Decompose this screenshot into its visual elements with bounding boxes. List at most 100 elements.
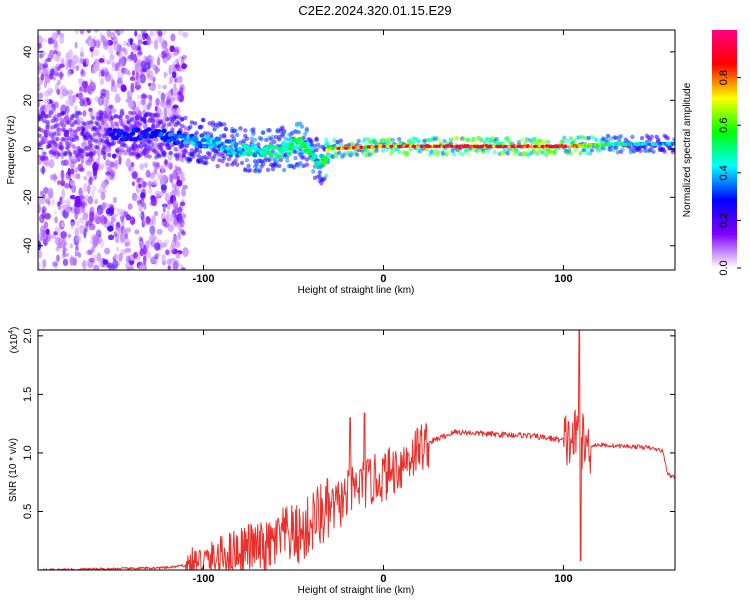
heatmap-cell	[270, 134, 276, 139]
heatmap-cell	[196, 140, 203, 146]
heatmap-cell	[172, 194, 176, 203]
heatmap-cell	[94, 211, 100, 219]
heatmap-cell	[100, 120, 105, 126]
heatmap-cell	[193, 138, 199, 143]
heatmap-cell	[167, 224, 175, 232]
heatmap-cell	[128, 110, 133, 116]
heatmap-cell	[452, 152, 457, 157]
heatmap-cell	[584, 150, 590, 156]
heatmap-cell	[144, 248, 149, 253]
heatmap-cell	[515, 152, 520, 157]
heatmap-cell	[154, 190, 162, 198]
heatmap-cell	[177, 75, 183, 83]
heatmap-cell	[276, 154, 282, 159]
heatmap-cell	[53, 175, 58, 181]
heatmap-cell	[280, 125, 285, 130]
heatmap-cell	[69, 160, 76, 169]
heatmap-cell	[118, 115, 123, 120]
heatmap-cell	[38, 249, 43, 259]
heatmap-cell	[594, 138, 599, 143]
heatmap-cell	[64, 204, 72, 213]
heatmap-cell	[643, 144, 648, 150]
heatmap-cell	[75, 65, 79, 72]
heatmap-cell	[95, 145, 101, 150]
heatmap-cell	[267, 128, 272, 133]
heatmap-cell	[618, 133, 624, 139]
heatmap-cell	[356, 138, 361, 144]
heatmap-cell	[177, 206, 183, 216]
snr-x-tick-label: 100	[554, 573, 572, 585]
heatmap-cell	[135, 251, 141, 261]
heatmap-cell	[41, 165, 45, 175]
heatmap-cell	[215, 149, 220, 154]
heatmap-cell	[225, 162, 230, 167]
heatmap-cell	[145, 169, 151, 178]
heatmap-cell	[53, 114, 59, 119]
heatmap-cell	[127, 102, 133, 108]
heatmap-cell	[130, 131, 136, 136]
heatmap-cell	[60, 221, 65, 228]
heatmap-cell	[381, 144, 386, 148]
heatmap-cell	[131, 144, 136, 149]
heatmap-cell	[53, 210, 58, 215]
heatmap-cell	[196, 153, 201, 158]
snr-multiplier: (x104)	[8, 327, 20, 354]
heatmap-cell	[434, 136, 439, 141]
heatmap-cell	[304, 162, 310, 167]
spectrogram-x-ticks: -100 0 100	[193, 30, 573, 285]
heatmap-cell	[157, 83, 162, 90]
heatmap-cell	[176, 152, 182, 158]
heatmap-cell	[264, 137, 269, 143]
heatmap-cell	[109, 131, 116, 137]
heatmap-cell	[111, 61, 116, 68]
heatmap-cell	[45, 119, 50, 125]
heatmap-cell	[86, 120, 91, 125]
heatmap-cell	[541, 150, 546, 155]
heatmap-cell	[182, 32, 189, 38]
heatmap-cell	[481, 149, 486, 155]
heatmap-cell	[157, 154, 162, 159]
heatmap-cell	[134, 84, 142, 90]
heatmap-cell	[56, 30, 61, 36]
heatmap-cell	[396, 149, 402, 155]
heatmap-cell	[131, 70, 136, 77]
heatmap-cell	[134, 194, 141, 203]
heatmap-cell	[338, 142, 344, 147]
heatmap-cell	[47, 37, 53, 45]
heatmap-cell	[59, 35, 65, 45]
heatmap-cell	[82, 58, 87, 68]
heatmap-cell	[61, 188, 66, 199]
heatmap-cell	[162, 218, 167, 223]
heatmap-cell	[266, 150, 272, 155]
heatmap-cell	[565, 138, 570, 144]
heatmap-cell	[118, 225, 124, 237]
snr-y-tick-label: 0.5	[22, 504, 34, 519]
heatmap-cell	[61, 250, 66, 260]
heatmap-cell	[338, 138, 344, 143]
heatmap-cell	[101, 98, 108, 107]
heatmap-cell	[67, 92, 72, 101]
heatmap-cell	[72, 54, 79, 65]
heatmap-cell	[137, 33, 143, 44]
heatmap-cell	[120, 212, 125, 217]
heatmap-cell	[552, 150, 557, 155]
heatmap-cell	[487, 144, 492, 148]
heatmap-cell	[71, 144, 76, 149]
heatmap-cell	[124, 227, 132, 233]
heatmap-cell	[448, 137, 454, 142]
heatmap-cell	[277, 137, 282, 142]
heatmap-cell	[65, 105, 70, 114]
heatmap-cell	[139, 247, 144, 257]
heatmap-cell	[434, 144, 439, 148]
heatmap-cell	[70, 155, 77, 162]
heatmap-cell	[131, 110, 136, 116]
heatmap-cell	[98, 68, 102, 78]
heatmap-cell	[142, 255, 147, 265]
heatmap-cell	[362, 136, 368, 142]
heatmap-cell	[631, 149, 637, 154]
heatmap-cell	[107, 127, 113, 132]
heatmap-cell	[139, 73, 146, 84]
heatmap-cell	[46, 102, 51, 112]
heatmap-cell	[129, 38, 133, 46]
heatmap-cell	[204, 160, 209, 166]
